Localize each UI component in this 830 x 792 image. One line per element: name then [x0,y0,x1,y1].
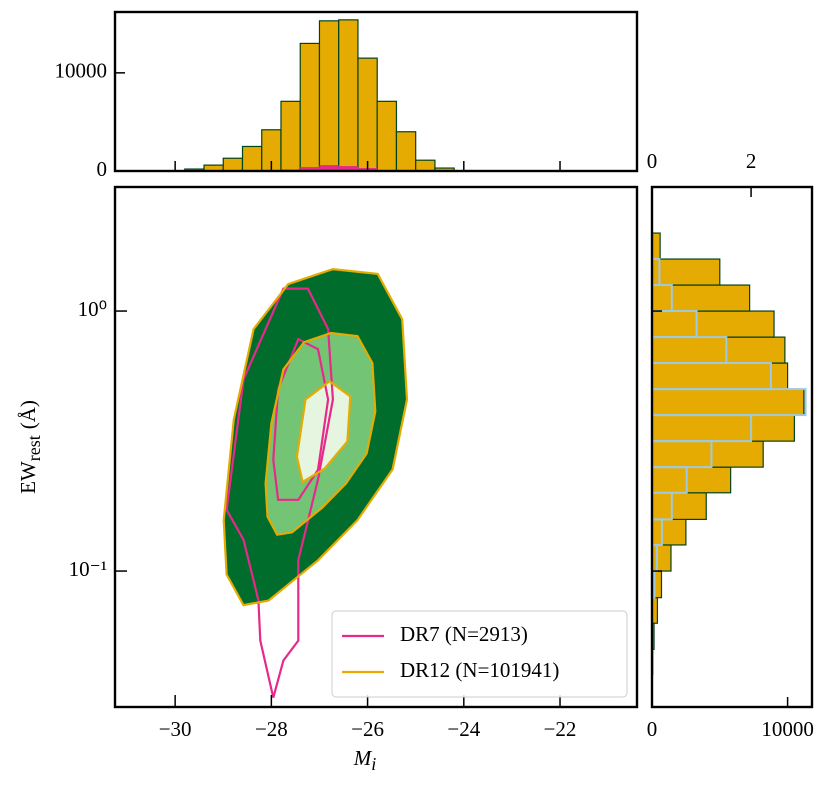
hist-bar [299,42,321,172]
hist-bar [651,232,661,260]
x-label-sub: i [371,754,376,774]
hist-bar [318,20,340,172]
x-tick-label: −28 [255,717,288,741]
hist-bar [241,145,263,172]
hist-bar [222,157,244,172]
hist-bar [357,57,378,172]
hist-bar [651,362,789,390]
legend-box [331,610,628,698]
y-label-sub: rest [24,435,44,461]
hist-bar [651,570,663,599]
y-label-unit: (Å) [16,400,40,429]
hist-bar [338,166,358,171]
hist-bar [651,466,732,494]
x-tick-label: 0 [647,717,658,741]
hist-bar [651,284,751,312]
contour-line [264,331,377,536]
hist-bar [376,100,398,172]
x-label-main: M [353,746,373,770]
y-label-main: EW [16,461,40,494]
x2-tick-label: 0 [647,149,658,173]
main-frame [113,185,639,709]
hist-bar [338,19,359,172]
hist-bar [651,310,775,338]
hist-bar [651,258,721,286]
x-axis-label: Mi [353,746,377,774]
hist-bar [651,336,786,364]
hist-bar [651,414,795,442]
x-tick-label: −30 [159,717,192,741]
y-tick-label: 10⁻¹ [69,557,107,581]
hist-bar [300,167,320,171]
legend-label: DR7 (N=2913) [400,622,528,646]
y-tick-label: 0 [97,157,108,181]
x-tick-label: −24 [447,717,480,741]
plot-layer: 0 10000 −30 −28 −26 −24 −22 10⁰ 10⁻¹ DR7 (N=2913)… [55,19,814,741]
right-frame [650,185,814,709]
top-frame [113,10,639,173]
hist-bar [280,100,301,172]
hist-bar [395,131,417,172]
hist-bar [651,388,805,416]
hist-bar [319,165,339,171]
hist-bar [651,440,764,468]
x-tick-label: −22 [544,717,577,741]
contour-line [222,267,409,607]
hist-bar [651,492,707,521]
contour-line [295,379,352,484]
hist-bar [651,544,672,572]
legend-label: DR12 (N=101941) [400,658,559,682]
y-tick-label: 10⁰ [78,297,107,321]
x-tick-label: −26 [351,717,384,741]
x2-tick-label: 2 [746,149,757,173]
contour-line [225,287,335,698]
hist-bar [415,159,436,172]
hist-bar [651,518,687,546]
x-tick-label: 10000 [761,717,814,741]
y-tick-label: 10000 [55,59,108,83]
contour-line [272,337,330,501]
y-axis-label: EWrest (Å) [16,400,44,494]
